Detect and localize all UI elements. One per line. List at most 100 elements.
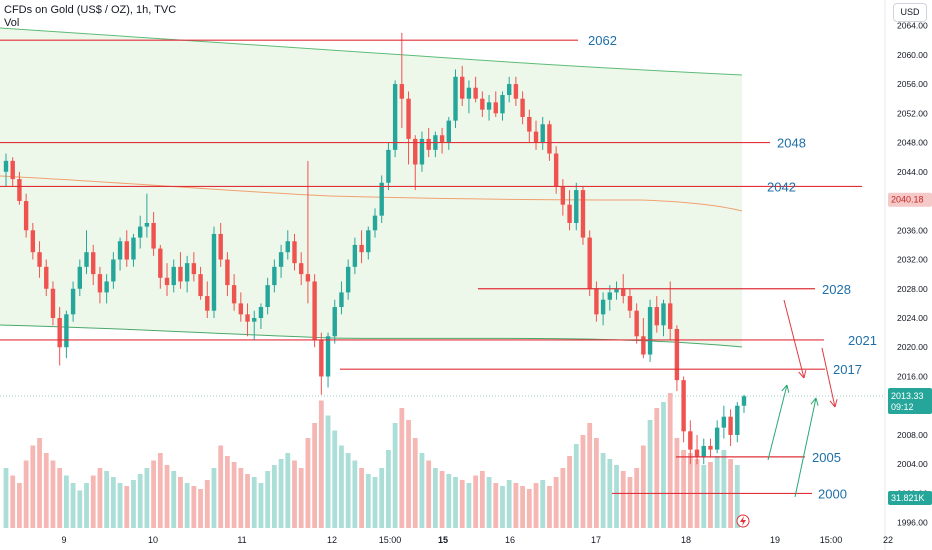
candle-body <box>70 288 76 315</box>
price-tick-label: 1996.00 <box>897 518 928 528</box>
candle-body <box>500 95 505 114</box>
projection-arrows <box>767 299 838 498</box>
level-label-2042: 2042 <box>767 179 796 194</box>
candle-body <box>97 274 103 293</box>
volume-bar <box>345 453 351 528</box>
candle-body <box>527 116 532 132</box>
time-tick-label: 9 <box>61 535 66 545</box>
candle-body <box>171 266 176 286</box>
volume-bar <box>506 480 512 528</box>
candle-body <box>312 281 317 340</box>
volume-bar <box>620 471 626 528</box>
candle-body <box>124 241 129 260</box>
price-tick-label: 2016.00 <box>897 371 928 381</box>
volume-bar <box>144 468 150 528</box>
candle-body <box>399 84 405 99</box>
level-label-2005: 2005 <box>812 450 841 465</box>
candle-body <box>540 124 545 143</box>
candle-body <box>205 296 210 311</box>
volume-bar <box>453 477 458 528</box>
volume-bar <box>57 468 63 528</box>
sma-badge-bg <box>888 192 932 207</box>
candle-body <box>506 84 512 96</box>
volume-bars <box>3 393 740 528</box>
price-tick-label: 2020.00 <box>897 342 928 352</box>
volume-bar <box>459 480 465 528</box>
candle-body <box>708 445 713 450</box>
chart-subtitle: Vol <box>4 17 20 29</box>
volume-bar <box>231 462 237 528</box>
candle-body <box>345 266 351 293</box>
volume-bar <box>721 450 727 528</box>
candle-body <box>439 135 445 143</box>
volume-bar <box>654 408 660 528</box>
volume-bar <box>325 415 331 528</box>
volume-bar <box>84 483 89 528</box>
candle-body <box>151 222 156 249</box>
volume-bar <box>251 477 257 528</box>
candle-body <box>339 292 344 308</box>
candle-body <box>137 226 143 238</box>
price-tick-label: 2064.00 <box>897 21 928 31</box>
band-upper-line <box>0 27 743 76</box>
price-tick-label: 2060.00 <box>897 50 928 60</box>
candle-body <box>218 233 223 260</box>
candle-body <box>23 201 29 231</box>
arrow-up-to-2017-head-b <box>781 384 788 392</box>
volume-bar <box>191 486 197 528</box>
volume-bar <box>50 460 56 528</box>
volume-bar <box>594 438 599 528</box>
price-tick-label: 2028.00 <box>897 284 928 294</box>
lightning-icon-bolt <box>740 516 746 526</box>
volume-bar <box>419 453 425 528</box>
time-tick-label: 18 <box>681 535 691 545</box>
arrow-up-to-2017-shaft <box>767 384 788 461</box>
candle-body <box>587 237 592 289</box>
volume-bar <box>661 402 666 528</box>
volume-bar <box>365 474 371 528</box>
candle-body <box>352 244 358 267</box>
volume-bar <box>734 465 740 528</box>
price-tick-label: 2024.00 <box>897 313 928 323</box>
candle-body <box>231 285 237 304</box>
candle-body <box>580 190 586 238</box>
candle-body <box>426 138 431 150</box>
volume-bar <box>681 450 687 528</box>
volume-bar <box>359 468 364 528</box>
arrow-down-to-2013 <box>821 347 838 408</box>
candle-body <box>674 328 680 381</box>
volume-bar <box>560 468 566 528</box>
volume-bar <box>104 471 110 528</box>
volume-bar <box>526 489 532 528</box>
volume-bar <box>131 480 136 528</box>
volume-bar <box>701 465 707 528</box>
arrow-up-to-2013-head-a <box>815 397 819 406</box>
candle-body <box>701 445 706 457</box>
last-price-badge-bg <box>888 388 932 415</box>
volume-bar <box>151 460 156 528</box>
volume-bar <box>493 483 499 528</box>
candle-body <box>252 318 257 322</box>
candle-body <box>607 292 613 300</box>
candle-body <box>714 427 720 450</box>
volume-bar <box>553 477 559 528</box>
volume-bar <box>157 453 163 528</box>
candle-body <box>406 98 411 139</box>
candle-body <box>553 153 559 187</box>
candle-body <box>272 266 277 286</box>
candle-body <box>379 182 384 216</box>
currency-button[interactable]: USD <box>893 3 927 22</box>
candle-body <box>392 84 398 150</box>
candle-body <box>285 241 290 253</box>
volume-bar <box>479 471 485 528</box>
moving-average-line <box>0 175 743 212</box>
volume-bar <box>600 453 606 528</box>
candle-body <box>77 266 82 289</box>
volume-bar <box>587 423 593 528</box>
sma-badge-value: 2040.18 <box>891 195 924 205</box>
candle-body <box>325 336 331 377</box>
candle-body <box>10 160 15 180</box>
price-tick-label: 2004.00 <box>897 459 928 469</box>
volume-bar <box>547 486 552 528</box>
